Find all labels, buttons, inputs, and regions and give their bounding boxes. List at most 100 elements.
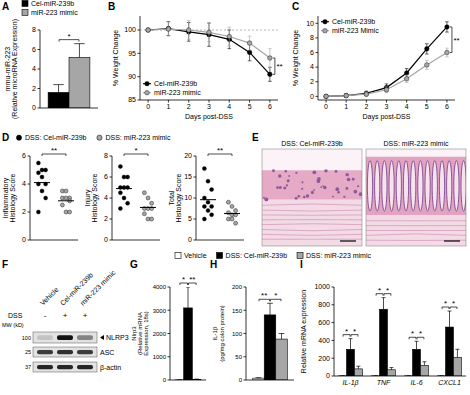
error-bar (227, 27, 231, 46)
submucosa-fiber (366, 220, 466, 221)
y-tick-label: 2 (310, 78, 314, 85)
crypt (454, 161, 459, 211)
lane-label: Vehicle (39, 286, 60, 307)
submucosa-fiber (366, 230, 466, 231)
crypt (382, 161, 387, 211)
cell-nuclei (332, 196, 334, 198)
submucosa-fiber (262, 204, 362, 205)
legend-item: Vehicle (175, 252, 207, 259)
mw-label: MW (kD) (2, 322, 24, 328)
cell-nuclei (272, 169, 275, 172)
cell-nuclei (287, 179, 290, 182)
crypt (367, 161, 372, 211)
y-tick (168, 287, 171, 288)
error-bar (365, 91, 369, 95)
background (0, 0, 470, 395)
series-line (148, 29, 270, 58)
submucosa-fiber (262, 214, 362, 215)
y-tick-label: 4000 (153, 284, 167, 290)
data-point (122, 196, 126, 200)
legend-swatch (97, 135, 102, 140)
data-point (40, 189, 44, 193)
crypt (461, 161, 466, 211)
y-tick-label: 400 (318, 337, 330, 344)
mucosa (262, 170, 362, 199)
panel-label: C (292, 1, 299, 12)
y-tick-label: 0 (163, 377, 167, 383)
y-tick (38, 88, 41, 89)
legend-item: miR-223 mimic (143, 89, 201, 96)
panel-label: B (108, 1, 115, 12)
y-tick-label: 10 (184, 194, 192, 201)
y-axis-label: Relative mRNA expression (300, 290, 308, 373)
y-tick (194, 219, 197, 220)
data-point (36, 161, 40, 165)
bar (264, 315, 276, 380)
y-tick-label: 8 (32, 26, 36, 33)
error-bar (389, 368, 393, 370)
y-axis-label: mmu-miR-223 (4, 47, 11, 91)
mean-line (58, 200, 74, 201)
data-point (40, 175, 44, 179)
panel-label: H (210, 259, 217, 270)
cell-nuclei (345, 173, 348, 176)
data-point (146, 217, 150, 221)
x-axis (170, 380, 206, 381)
mean-line (34, 182, 50, 183)
significance-label: * (353, 327, 356, 336)
y-tick (194, 198, 197, 199)
x-tick-label: 1 (166, 103, 170, 110)
data-point (146, 196, 150, 200)
cell-nuclei (295, 197, 298, 200)
cell-nuclei (303, 196, 306, 199)
y-tick-label: 85 (128, 96, 136, 103)
data-point (210, 213, 214, 217)
error-bar (365, 92, 369, 96)
significance-bracket (450, 27, 452, 53)
plot-area (140, 21, 278, 82)
submucosa-fiber (366, 234, 466, 235)
y-tick-label: 0 (188, 236, 192, 243)
y-tick (110, 219, 113, 220)
data-point (234, 209, 238, 213)
band (57, 350, 73, 354)
y-tick (138, 76, 141, 77)
bar (446, 327, 454, 376)
y-axis-label: % Weight Change (292, 30, 300, 86)
data-point (210, 204, 214, 208)
mean-line (140, 207, 156, 208)
mw-marker: 25 (25, 349, 31, 355)
marker (364, 92, 369, 97)
band-label: β-actin (100, 364, 121, 372)
y-tick (138, 100, 141, 101)
x-tick-label: 5 (425, 103, 429, 110)
submucosa-fiber (262, 230, 362, 231)
significance-label: * (134, 146, 137, 155)
x-tick-label: 4 (227, 103, 231, 110)
crypt (425, 161, 430, 211)
marker (146, 28, 151, 33)
error-bar (268, 67, 272, 81)
data-point (44, 168, 48, 172)
bar (276, 339, 288, 380)
band (57, 365, 73, 369)
data-point (44, 196, 48, 200)
treatment-value: + (83, 311, 88, 320)
cell-nuclei (284, 170, 287, 173)
tissue-background (366, 149, 466, 246)
significance-label: * (274, 291, 277, 300)
data-point (64, 196, 68, 200)
series-line (326, 53, 447, 97)
y-axis-label: (Relative microRNA Expression) (11, 19, 19, 119)
y-tick (38, 69, 41, 70)
significance-label: ** (217, 146, 223, 155)
y-tick-label: 2 (32, 85, 36, 92)
blot-strip (33, 347, 97, 357)
marker (166, 26, 171, 31)
data-point (202, 167, 206, 171)
crypt (403, 161, 408, 211)
data-point (118, 207, 122, 211)
marker (445, 50, 450, 55)
cell-nuclei (283, 186, 286, 189)
y-tick-label: 95 (128, 50, 136, 57)
